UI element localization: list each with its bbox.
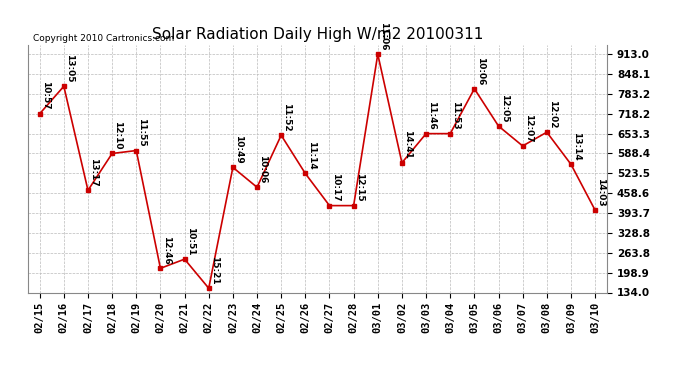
- Text: 13:05: 13:05: [65, 54, 74, 82]
- Text: 11:06: 11:06: [379, 22, 388, 51]
- Text: 13:14: 13:14: [572, 132, 581, 160]
- Text: 10:17: 10:17: [331, 173, 339, 202]
- Text: 15:21: 15:21: [210, 256, 219, 285]
- Text: 13:17: 13:17: [89, 158, 98, 187]
- Text: 11:52: 11:52: [282, 103, 291, 132]
- Text: 11:55: 11:55: [137, 118, 146, 147]
- Text: 11:14: 11:14: [306, 141, 315, 170]
- Text: 14:03: 14:03: [596, 178, 605, 207]
- Text: 12:02: 12:02: [548, 100, 557, 129]
- Text: Copyright 2010 Cartronics.com: Copyright 2010 Cartronics.com: [33, 33, 175, 42]
- Title: Solar Radiation Daily High W/m2 20100311: Solar Radiation Daily High W/m2 20100311: [152, 27, 483, 42]
- Text: 12:10: 12:10: [113, 122, 122, 150]
- Text: 10:57: 10:57: [41, 81, 50, 110]
- Text: 11:46: 11:46: [427, 101, 436, 130]
- Text: 12:15: 12:15: [355, 173, 364, 202]
- Text: 10:51: 10:51: [186, 227, 195, 255]
- Text: 10:06: 10:06: [475, 57, 484, 85]
- Text: 12:07: 12:07: [524, 114, 533, 142]
- Text: 10:49: 10:49: [234, 135, 243, 164]
- Text: 12:05: 12:05: [500, 94, 509, 122]
- Text: 10:06: 10:06: [258, 155, 267, 184]
- Text: 12:46: 12:46: [161, 236, 170, 265]
- Text: 14:41: 14:41: [403, 130, 412, 159]
- Text: 11:53: 11:53: [451, 101, 460, 130]
